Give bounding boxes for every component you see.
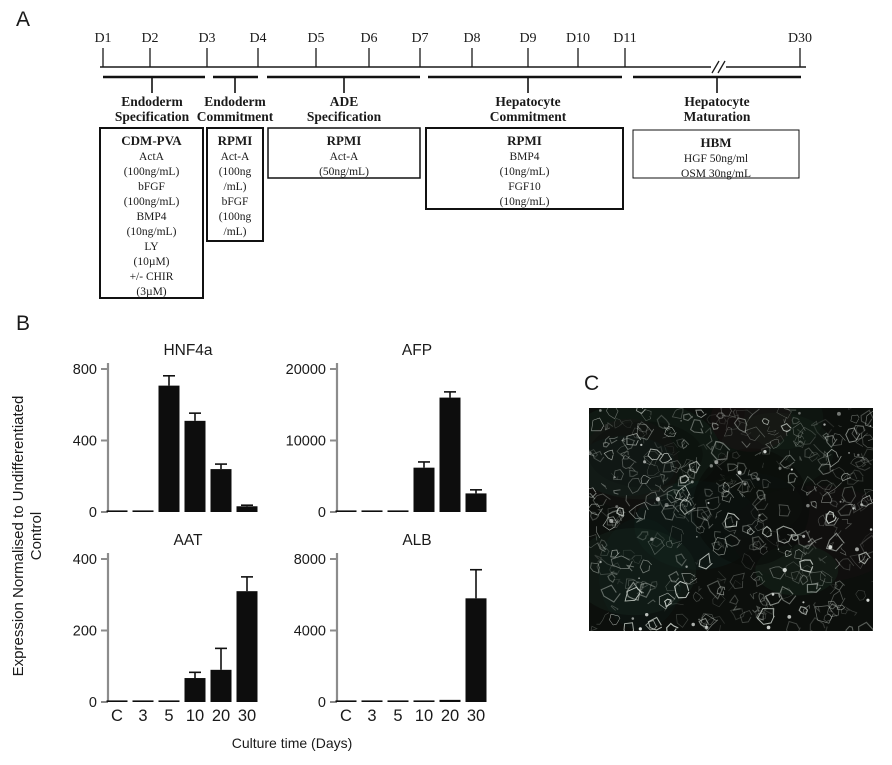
svg-text:D6: D6 xyxy=(360,31,377,46)
svg-text:D9: D9 xyxy=(519,31,536,46)
svg-text:OSM 30ng/mL: OSM 30ng/mL xyxy=(681,168,751,180)
svg-text:(100ng/mL): (100ng/mL) xyxy=(124,196,180,208)
svg-text:ALB: ALB xyxy=(402,532,431,549)
svg-text:bFGF: bFGF xyxy=(138,181,165,193)
svg-text:5: 5 xyxy=(164,707,173,725)
svg-text:D1: D1 xyxy=(94,31,111,46)
svg-text:D3: D3 xyxy=(198,31,215,46)
svg-text:Hepatocyte: Hepatocyte xyxy=(684,94,749,109)
svg-text:(10ng/mL): (10ng/mL) xyxy=(127,226,177,238)
svg-text:Endoderm: Endoderm xyxy=(204,94,266,109)
svg-text:Hepatocyte: Hepatocyte xyxy=(495,94,560,109)
svg-text:HBM: HBM xyxy=(700,135,731,150)
svg-text:3: 3 xyxy=(367,707,376,725)
svg-text:0: 0 xyxy=(318,505,326,521)
svg-text:4000: 4000 xyxy=(294,624,326,640)
svg-text:D30: D30 xyxy=(788,31,812,46)
svg-text:D7: D7 xyxy=(411,31,428,46)
svg-text:(10ng/mL): (10ng/mL) xyxy=(500,166,550,178)
svg-text:LY: LY xyxy=(144,241,159,253)
svg-text:Act-A: Act-A xyxy=(221,151,250,163)
svg-text:ADE: ADE xyxy=(330,94,359,109)
svg-text:3: 3 xyxy=(138,707,147,725)
svg-text:D10: D10 xyxy=(566,31,590,46)
svg-text:Specification: Specification xyxy=(115,109,190,124)
svg-text:30: 30 xyxy=(467,707,485,725)
svg-text:ActA: ActA xyxy=(139,151,165,163)
svg-text:Act-A: Act-A xyxy=(330,151,359,163)
svg-text:30: 30 xyxy=(238,707,256,725)
svg-text:(10ng/mL): (10ng/mL) xyxy=(500,196,550,208)
svg-text:C: C xyxy=(111,707,123,725)
svg-text:bFGF: bFGF xyxy=(222,196,249,208)
svg-text:C: C xyxy=(340,707,352,725)
svg-text:Commitment: Commitment xyxy=(490,109,567,124)
svg-text:10000: 10000 xyxy=(286,434,326,450)
svg-text:CDM-PVA: CDM-PVA xyxy=(121,133,182,148)
aat-bar-chart: AAT 0 200 400 C 3 5 10 20 30 xyxy=(73,532,258,725)
svg-text:Commitment: Commitment xyxy=(197,109,274,124)
protocol-timeline-svg: D1 D2 D3 D4 D5 D6 D7 D8 D9 D10 D11 D30EndodermSpeci… xyxy=(94,31,812,299)
svg-text:BMP4: BMP4 xyxy=(509,151,539,163)
svg-text:D4: D4 xyxy=(249,31,266,46)
svg-text:BMP4: BMP4 xyxy=(136,211,166,223)
expression-bar-charts: HNF4a 0 400 800 AFP 0 10000 20000 AAT 0 200 400 C 3 5 1… xyxy=(0,330,560,765)
differentiation-protocol-timeline: D1 D2 D3 D4 D5 D6 D7 D8 D9 D10 D11 D30 Endoderm Speci… xyxy=(0,0,892,312)
svg-text:0: 0 xyxy=(89,505,97,521)
alb-bar-chart: ALB 0 4000 8000 C 3 5 10 20 30 xyxy=(294,532,487,725)
svg-text:8000: 8000 xyxy=(294,552,326,568)
svg-text:D2: D2 xyxy=(141,31,158,46)
svg-text:(100ng: (100ng xyxy=(219,211,252,223)
svg-text:20: 20 xyxy=(212,707,230,725)
svg-text:10: 10 xyxy=(415,707,433,725)
svg-text:(50ng/mL): (50ng/mL) xyxy=(319,166,369,178)
svg-text:(100ng/mL): (100ng/mL) xyxy=(124,166,180,178)
svg-text:200: 200 xyxy=(73,624,97,640)
svg-text:D8: D8 xyxy=(463,31,480,46)
svg-text:5: 5 xyxy=(393,707,402,725)
svg-text:(100ng: (100ng xyxy=(219,166,252,178)
svg-text:AFP: AFP xyxy=(402,342,432,359)
svg-text:(10µM): (10µM) xyxy=(133,256,169,268)
panel-b-label: B xyxy=(16,312,31,335)
micrograph-svg xyxy=(562,386,892,640)
svg-text:+/- CHIR: +/- CHIR xyxy=(130,271,174,283)
cell-micrograph-image xyxy=(562,386,892,640)
svg-text:AAT: AAT xyxy=(174,532,204,549)
svg-text:0: 0 xyxy=(89,695,97,711)
svg-text:400: 400 xyxy=(73,434,97,450)
svg-text:HGF 50ng/ml: HGF 50ng/ml xyxy=(684,153,748,165)
svg-text:Specification: Specification xyxy=(307,109,382,124)
svg-text:/mL): /mL) xyxy=(224,226,247,238)
panel-a-label: A xyxy=(16,8,31,31)
svg-text:RPMI: RPMI xyxy=(507,133,542,148)
svg-text:10: 10 xyxy=(186,707,204,725)
svg-text:RPMI: RPMI xyxy=(327,133,362,148)
x-axis-label: Culture time (Days) xyxy=(231,735,353,751)
svg-text:D11: D11 xyxy=(613,31,637,46)
svg-text:D5: D5 xyxy=(307,31,324,46)
svg-text:RPMI: RPMI xyxy=(218,133,253,148)
svg-text:(3µM): (3µM) xyxy=(136,286,166,298)
svg-text:0: 0 xyxy=(318,695,326,711)
svg-text:Maturation: Maturation xyxy=(684,109,751,124)
svg-text:Endoderm: Endoderm xyxy=(121,94,183,109)
hnf4a-bar-chart: HNF4a 0 400 800 xyxy=(73,342,258,521)
svg-text:FGF10: FGF10 xyxy=(508,181,541,193)
y-axis-label: Expression Normalised to Undifferentiate… xyxy=(10,395,45,677)
panel-c-label: C xyxy=(584,372,600,395)
afp-bar-chart: AFP 0 10000 20000 xyxy=(286,342,487,521)
svg-text:20: 20 xyxy=(441,707,459,725)
svg-text:/mL): /mL) xyxy=(224,181,247,193)
svg-text:800: 800 xyxy=(73,362,97,378)
svg-text:HNF4a: HNF4a xyxy=(163,342,212,359)
svg-text:400: 400 xyxy=(73,552,97,568)
svg-text:20000: 20000 xyxy=(286,362,326,378)
